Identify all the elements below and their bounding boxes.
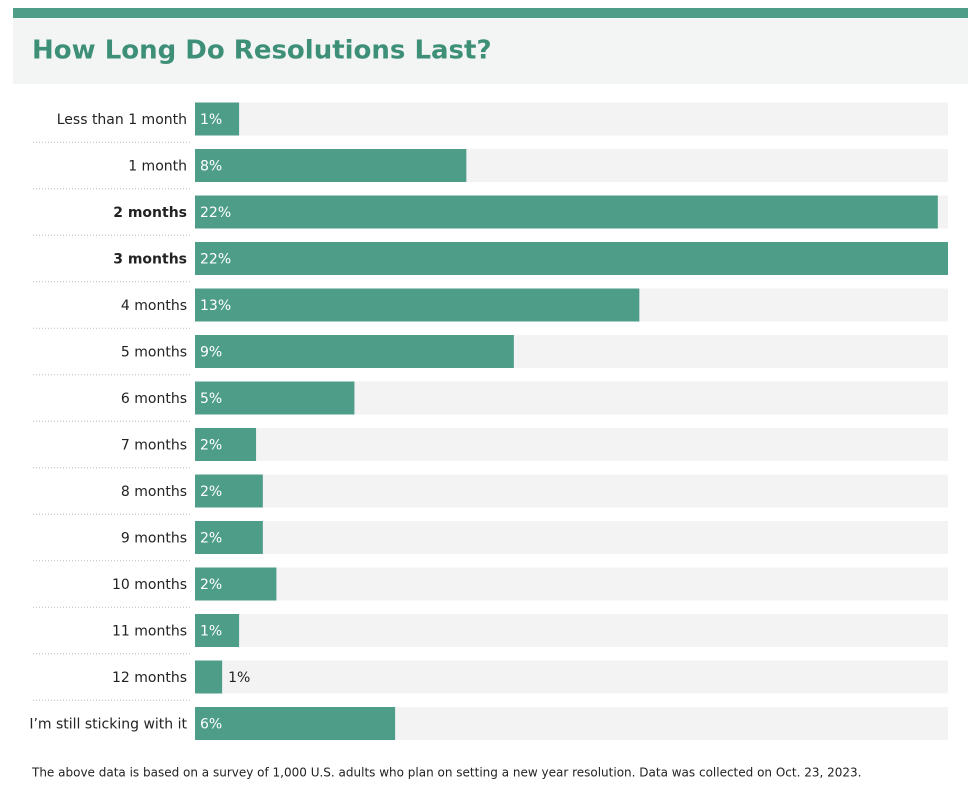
category-label: Less than 1 month (57, 112, 187, 128)
value-label: 5% (200, 391, 222, 407)
value-label: 22% (200, 252, 231, 268)
value-label: 1% (228, 670, 250, 686)
header-panel (13, 8, 968, 84)
category-label: 12 months (112, 670, 187, 686)
bar (195, 102, 240, 136)
value-label: 22% (200, 205, 231, 221)
bar-track (195, 428, 948, 461)
bar (195, 707, 396, 740)
category-label: I’m still sticking with it (29, 717, 187, 733)
value-label: 6% (200, 717, 222, 733)
footnote: The above data is based on a survey of 1… (31, 766, 861, 780)
bar-track (195, 521, 948, 554)
bar (195, 614, 240, 647)
category-label: 2 months (113, 205, 187, 221)
value-label: 13% (200, 298, 231, 314)
value-label: 2% (200, 484, 222, 500)
category-label: 9 months (121, 531, 187, 547)
bar (195, 567, 277, 601)
bar (195, 195, 938, 229)
bar (195, 288, 640, 322)
bar (195, 149, 467, 182)
bar-track (195, 474, 948, 508)
value-label: 1% (200, 624, 222, 640)
category-label: 6 months (121, 391, 187, 407)
category-label: 11 months (112, 624, 187, 640)
value-label: 2% (200, 577, 222, 593)
category-label: 10 months (112, 577, 187, 593)
category-label: 4 months (121, 298, 187, 314)
bar (195, 381, 355, 415)
category-label: 5 months (121, 345, 187, 361)
category-label: 3 months (113, 252, 187, 268)
category-label: 1 month (128, 159, 187, 175)
bar (195, 242, 948, 275)
bar (195, 335, 514, 368)
bar-track (195, 614, 948, 647)
value-label: 9% (200, 345, 222, 361)
category-label: 7 months (121, 438, 187, 454)
chart-title: How Long Do Resolutions Last? (32, 36, 492, 66)
value-label: 2% (200, 438, 222, 454)
bar (195, 660, 223, 694)
bar (195, 428, 257, 461)
bar-track (195, 102, 948, 136)
bar-track (195, 660, 948, 694)
value-label: 8% (200, 159, 222, 175)
value-label: 2% (200, 531, 222, 547)
bar-track (195, 567, 948, 601)
bar (195, 521, 263, 554)
value-label: 1% (200, 112, 222, 128)
bar (195, 474, 263, 508)
header-strip (13, 8, 968, 18)
category-label: 8 months (121, 484, 187, 500)
